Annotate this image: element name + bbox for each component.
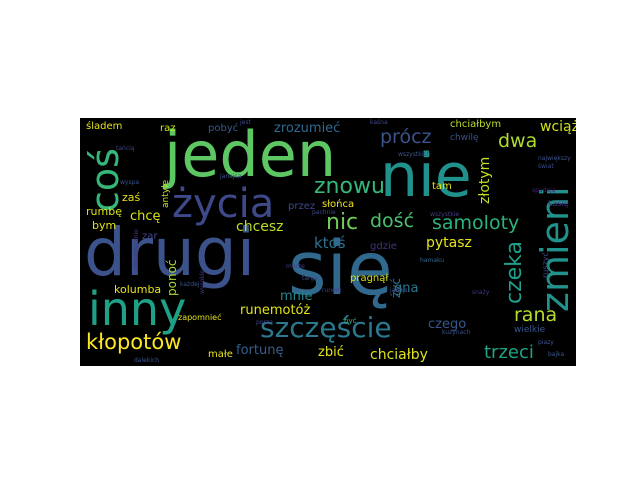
word-kasie: kasię bbox=[548, 199, 569, 208]
word-romantycznie: romantycznie bbox=[133, 229, 140, 270]
word-trzeci: trzeci bbox=[484, 342, 534, 363]
word-dwa: dwa bbox=[498, 130, 538, 152]
word-cloud: jeden drugi się nie inny życia coś zmien… bbox=[80, 118, 576, 366]
word-czeka: czeka bbox=[502, 240, 527, 304]
word-drugi: drugi bbox=[84, 214, 256, 291]
word-janajsi: janajsi bbox=[390, 287, 410, 294]
word-wciaz: wciąż bbox=[540, 119, 576, 135]
word-ktos: ktoś bbox=[314, 234, 346, 252]
word-runemotoz: runemotóż bbox=[240, 303, 311, 318]
word-procz: prócz bbox=[380, 126, 432, 148]
word-pobyc: pobyć bbox=[208, 123, 239, 134]
word-porze: porze bbox=[256, 319, 273, 326]
word-jeden: jeden bbox=[164, 118, 337, 191]
word-chcialbym: chciałbym bbox=[450, 119, 502, 130]
word-zapomniec: zapomnieć bbox=[178, 313, 222, 322]
word-zrozumiec: zrozumieć bbox=[274, 121, 341, 136]
word-pachnie: pachnie bbox=[312, 209, 336, 216]
word-chcialby: chciałby bbox=[370, 347, 428, 363]
word-inny: inny bbox=[88, 282, 187, 336]
word-wielkie: wielkie bbox=[514, 325, 546, 335]
word-przez: przez bbox=[288, 201, 316, 212]
word-mnie: mnie bbox=[280, 289, 313, 304]
word-wszystkie: wszystkie bbox=[430, 211, 460, 218]
word-zas: zaś bbox=[122, 191, 141, 204]
word-wszystkich: wszystkich bbox=[398, 151, 431, 158]
word-zycia: życia bbox=[172, 181, 275, 227]
word-raz: raz bbox=[160, 123, 176, 134]
word-nic: nic bbox=[326, 210, 359, 235]
word-fortune: fortunę bbox=[236, 343, 284, 358]
word-zlotym: złotym bbox=[477, 156, 493, 204]
word-klopotow: kłopotów bbox=[86, 330, 182, 354]
word-targa: targa bbox=[302, 275, 318, 282]
word-kasna: kaśna bbox=[370, 119, 388, 126]
word-tam: tam bbox=[432, 181, 452, 192]
word-gna: gna bbox=[394, 281, 419, 296]
word-dosc: dość bbox=[370, 210, 415, 232]
word-gdzie: gdzie bbox=[370, 241, 397, 252]
word-nie: nie bbox=[380, 141, 472, 211]
word-ruszyc: ruszyć bbox=[541, 252, 550, 278]
word-byc: być bbox=[344, 317, 357, 325]
word-morze: morze bbox=[286, 263, 305, 270]
word-pragnal: pragnął bbox=[350, 273, 389, 284]
word-samoloty: samoloty bbox=[432, 212, 520, 234]
word-sie: się bbox=[288, 226, 393, 312]
word-wysokie: wysokie bbox=[199, 269, 206, 294]
word-janajsa: janajsa bbox=[220, 173, 242, 180]
word-ponoc: ponoć bbox=[165, 259, 179, 296]
word-szczescie: szczęście bbox=[260, 311, 392, 344]
word-kazdej: każdej bbox=[180, 281, 200, 288]
word-chwile: chwilę bbox=[450, 133, 479, 143]
word-znowu: znowu bbox=[314, 174, 385, 199]
word-zar: zar bbox=[142, 231, 158, 242]
word-runem: runem bbox=[322, 287, 342, 294]
word-rumbe: rumbę bbox=[86, 205, 122, 218]
word-rana: rana bbox=[514, 304, 558, 326]
word-antyle: antyle bbox=[161, 179, 171, 208]
word-swiat: świat bbox=[538, 163, 554, 170]
word-bym: bym bbox=[92, 219, 117, 232]
word-dalekich: dalekich bbox=[134, 357, 160, 364]
word-spadaja: spadają bbox=[532, 187, 556, 194]
word-hamaku: hamaku bbox=[420, 257, 445, 264]
word-chce: chcę bbox=[130, 209, 161, 224]
word-piazy: piazy bbox=[538, 339, 554, 346]
word-najwiekszy: największy bbox=[538, 155, 571, 162]
word-czego: czego bbox=[428, 317, 467, 332]
word-wyspa: wyspa bbox=[120, 179, 140, 186]
word-pytasz: pytasz bbox=[426, 235, 472, 251]
word-kolumba: kolumba bbox=[114, 283, 162, 296]
word-sladem: śladem bbox=[86, 121, 123, 132]
word-tancia: tańcią bbox=[116, 145, 135, 152]
word-snazy: snaży bbox=[472, 289, 490, 296]
word-chcesz: chcesz bbox=[236, 219, 284, 235]
word-jest: jest bbox=[240, 119, 251, 126]
word-bajka: bajka bbox=[548, 351, 565, 358]
word-zbic: zbić bbox=[318, 345, 344, 360]
word-kuzynach: kuzynach bbox=[442, 329, 471, 336]
word-slonca: słońca bbox=[322, 199, 355, 210]
word-cos: coś bbox=[83, 148, 127, 212]
word-male: małe bbox=[208, 349, 233, 360]
